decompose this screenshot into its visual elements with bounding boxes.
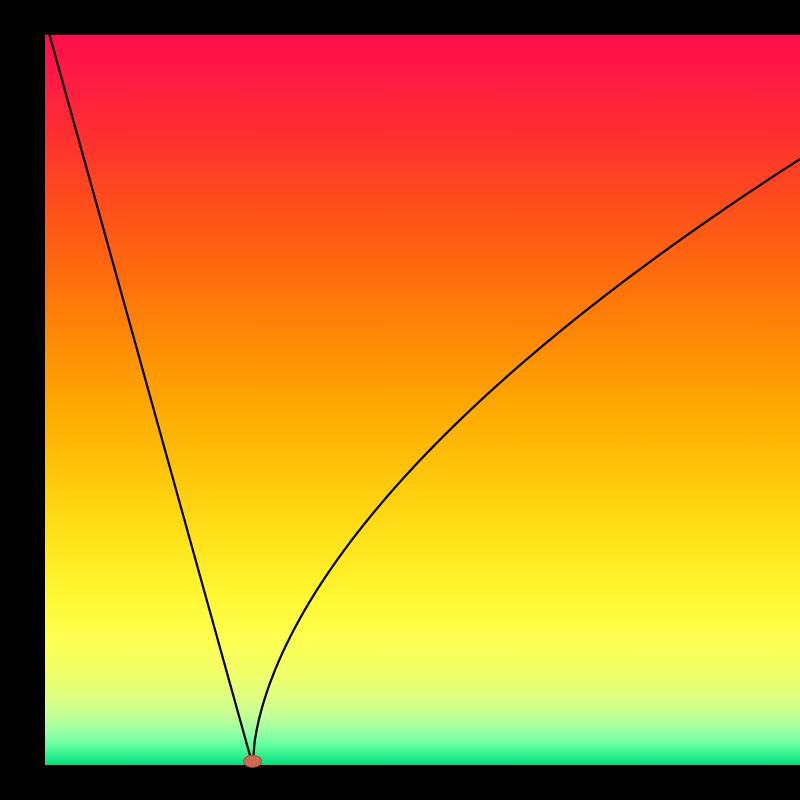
bottleneck-chart bbox=[0, 0, 800, 800]
chart-stage: TheBottleneck.com bbox=[0, 0, 800, 800]
plot-background bbox=[45, 35, 800, 765]
minimum-marker bbox=[244, 755, 262, 767]
watermark-text: TheBottleneck.com bbox=[581, 2, 790, 30]
